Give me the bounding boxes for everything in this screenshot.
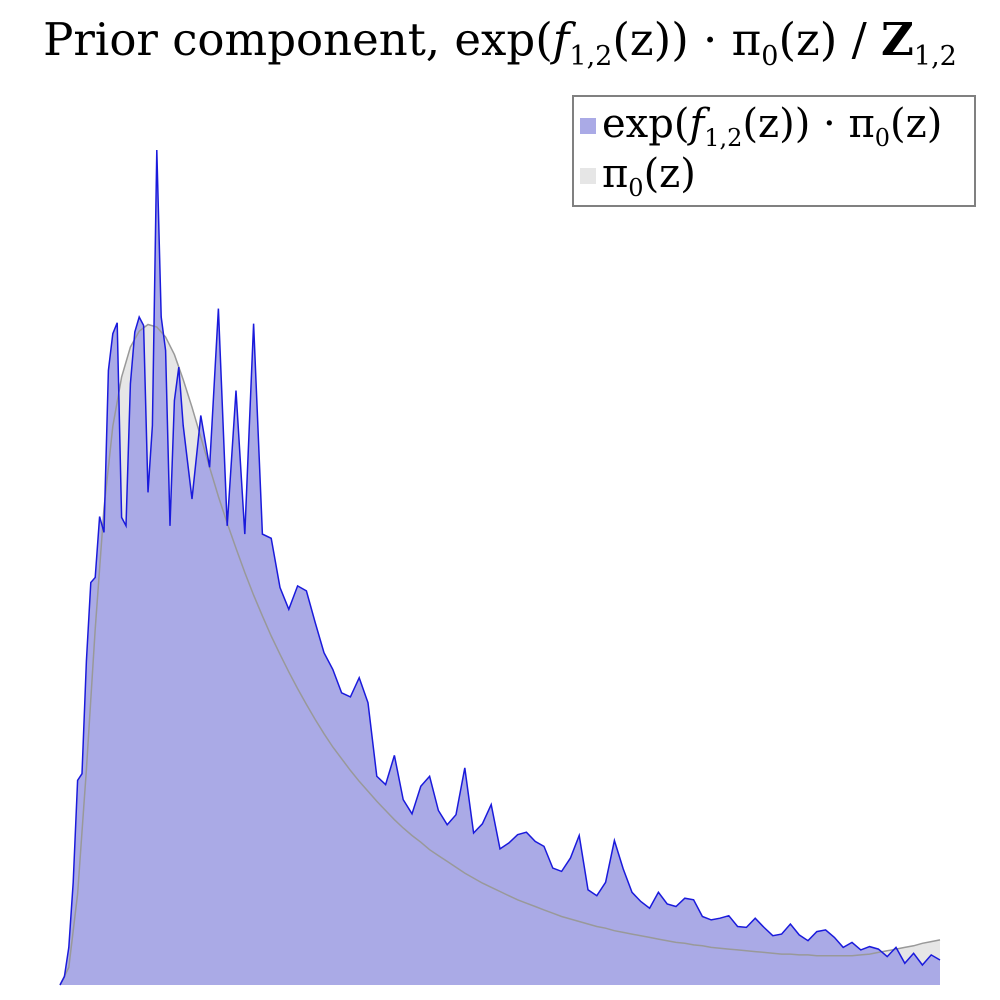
legend-label-prior: π0(z) xyxy=(602,150,696,202)
legend-item-tilted: exp(f1,2(z)) · π0(z) xyxy=(580,100,943,152)
tilted-area xyxy=(60,150,940,985)
legend-swatch-prior xyxy=(580,168,596,184)
prior-line xyxy=(59,323,941,986)
tilted-line xyxy=(59,149,941,986)
chart-title: Prior component, exp(f1,2(z)) · π0(z) / … xyxy=(43,13,957,72)
legend-swatch-tilted xyxy=(580,118,596,134)
legend-label-tilted: exp(f1,2(z)) · π0(z) xyxy=(602,100,943,152)
legend-item-prior: π0(z) xyxy=(580,150,696,202)
legend: exp(f1,2(z)) · π0(z) π0(z) xyxy=(572,95,976,207)
